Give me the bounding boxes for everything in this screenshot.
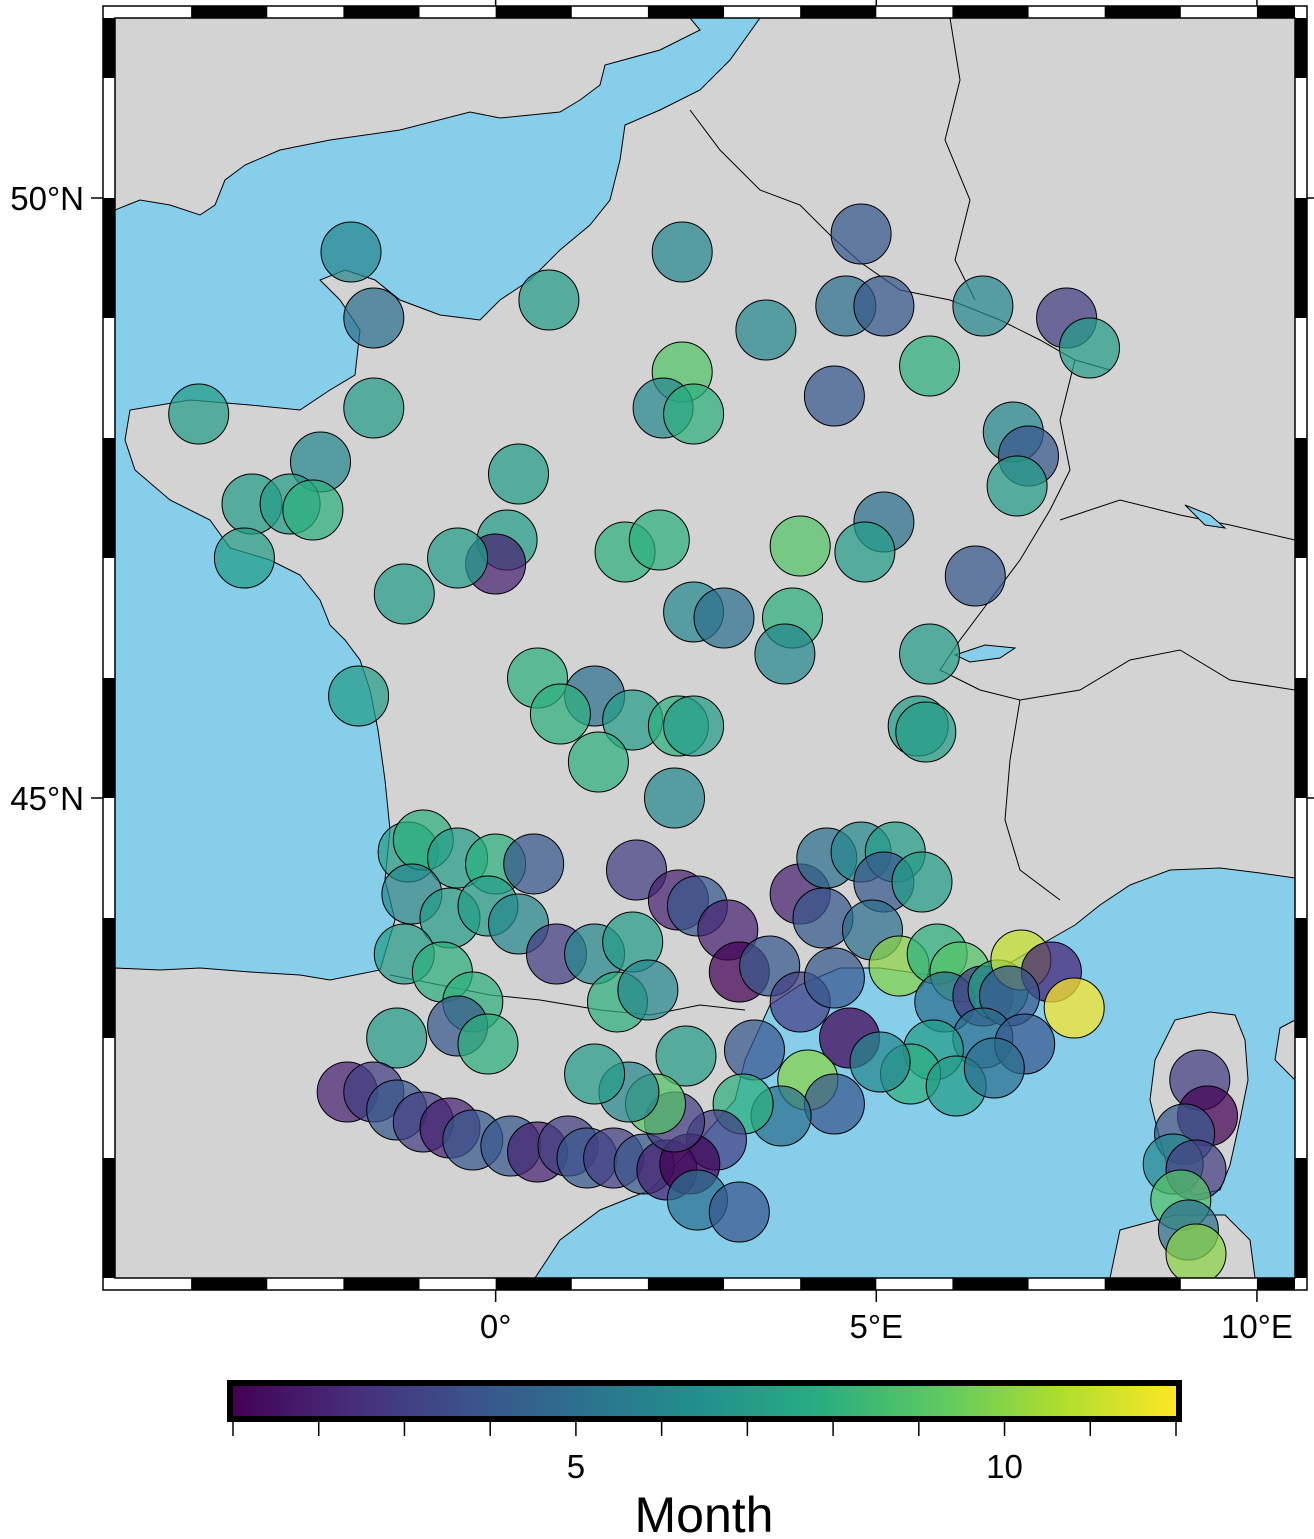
frame-bar — [800, 1278, 877, 1290]
event-point — [891, 851, 953, 913]
frame-bar — [1295, 918, 1307, 1038]
event-point — [754, 623, 816, 685]
lake-constance — [1184, 504, 1227, 529]
event-point — [849, 1031, 911, 1093]
colorbar: 5 10 Month — [227, 1380, 1182, 1539]
event-point — [803, 947, 865, 1009]
event-point — [663, 383, 725, 445]
frame-bar — [103, 198, 115, 318]
event-point — [564, 1043, 626, 1105]
event-point — [963, 1037, 1025, 1099]
event-point — [663, 695, 725, 757]
event-point — [503, 833, 565, 895]
lat-tick-label: 50°N — [10, 180, 84, 217]
event-point — [644, 767, 705, 829]
frame-bar — [952, 1278, 1029, 1290]
event-point — [213, 527, 275, 589]
frame-bar — [343, 1278, 420, 1290]
event-point — [343, 377, 405, 439]
frame-bar — [1295, 198, 1307, 318]
event-point — [1165, 1223, 1227, 1278]
lon-tick-label: 10°E — [1221, 1308, 1293, 1345]
event-point — [655, 1025, 717, 1087]
event-point — [651, 221, 713, 283]
event-point — [1059, 317, 1120, 379]
lon-tick-label: 0° — [480, 1308, 512, 1345]
frame-bar — [343, 6, 420, 18]
event-point — [282, 479, 344, 541]
frame-bar — [103, 678, 115, 798]
event-point — [986, 455, 1048, 517]
frame-bar — [647, 1278, 725, 1290]
event-point — [899, 623, 961, 685]
frame-bar — [103, 918, 115, 1038]
longitude-ticks: 0° 5°E 10°E — [480, 0, 1293, 1345]
scatter-points — [168, 203, 1238, 1278]
event-point — [708, 1181, 770, 1243]
frame-bar — [103, 18, 115, 78]
frame-bar — [1104, 1278, 1181, 1290]
event-point — [320, 221, 382, 283]
event-point — [1043, 977, 1105, 1039]
event-point — [518, 269, 580, 331]
event-point — [724, 1019, 785, 1081]
frame-bar — [1295, 438, 1307, 558]
lat-tick-label: 45°N — [10, 780, 84, 817]
land-great-britain — [115, 18, 701, 216]
event-point — [895, 701, 957, 763]
map-area — [115, 18, 1295, 1278]
frame-bar — [191, 6, 268, 18]
event-point — [628, 509, 690, 571]
event-point — [769, 515, 831, 577]
frame-bar — [495, 6, 572, 18]
frame-bar — [800, 6, 877, 18]
event-point — [617, 959, 679, 1021]
frame-bar — [1104, 6, 1181, 18]
colorbar-ticks: 5 10 — [232, 1422, 1177, 1485]
event-point — [735, 299, 797, 361]
frame-bar — [191, 1278, 268, 1290]
event-point — [899, 335, 961, 397]
event-point — [606, 839, 667, 901]
frame-bar — [495, 1278, 572, 1290]
event-point — [567, 731, 629, 793]
event-point — [366, 1007, 428, 1069]
frame-bar — [1256, 6, 1295, 18]
frame-bar — [1295, 678, 1307, 798]
frame-bar — [1295, 1158, 1307, 1278]
event-point — [803, 365, 865, 427]
frame-bar — [1295, 18, 1307, 78]
event-point — [693, 587, 755, 649]
event-point — [803, 1073, 865, 1135]
map-frame — [102, 5, 1308, 1291]
frame-bar — [952, 6, 1029, 18]
colorbar-tick-label: 10 — [986, 1448, 1023, 1485]
colorbar-gradient — [233, 1386, 1176, 1416]
event-point — [373, 563, 435, 625]
event-point — [834, 521, 896, 583]
frame-bar — [103, 438, 115, 558]
event-point — [328, 665, 390, 727]
event-point — [529, 683, 591, 745]
frame-bar — [103, 1158, 115, 1278]
colorbar-label: Month — [635, 1487, 774, 1539]
colorbar-tick-label: 5 — [567, 1448, 585, 1485]
event-point — [488, 443, 549, 505]
event-point — [853, 275, 915, 337]
event-point — [168, 383, 230, 445]
latitude-ticks: 45°N 50°N — [10, 180, 1314, 817]
event-point — [830, 203, 892, 265]
event-point — [343, 287, 405, 349]
lon-tick-label: 5°E — [850, 1308, 904, 1345]
event-point — [457, 1013, 519, 1075]
event-point — [427, 527, 489, 589]
event-point — [952, 275, 1014, 337]
land-italy — [1274, 1019, 1295, 1081]
event-point — [944, 545, 1006, 607]
frame-bar — [1256, 1278, 1295, 1290]
frame-bar — [647, 6, 725, 18]
lake-geneva — [953, 644, 1017, 663]
